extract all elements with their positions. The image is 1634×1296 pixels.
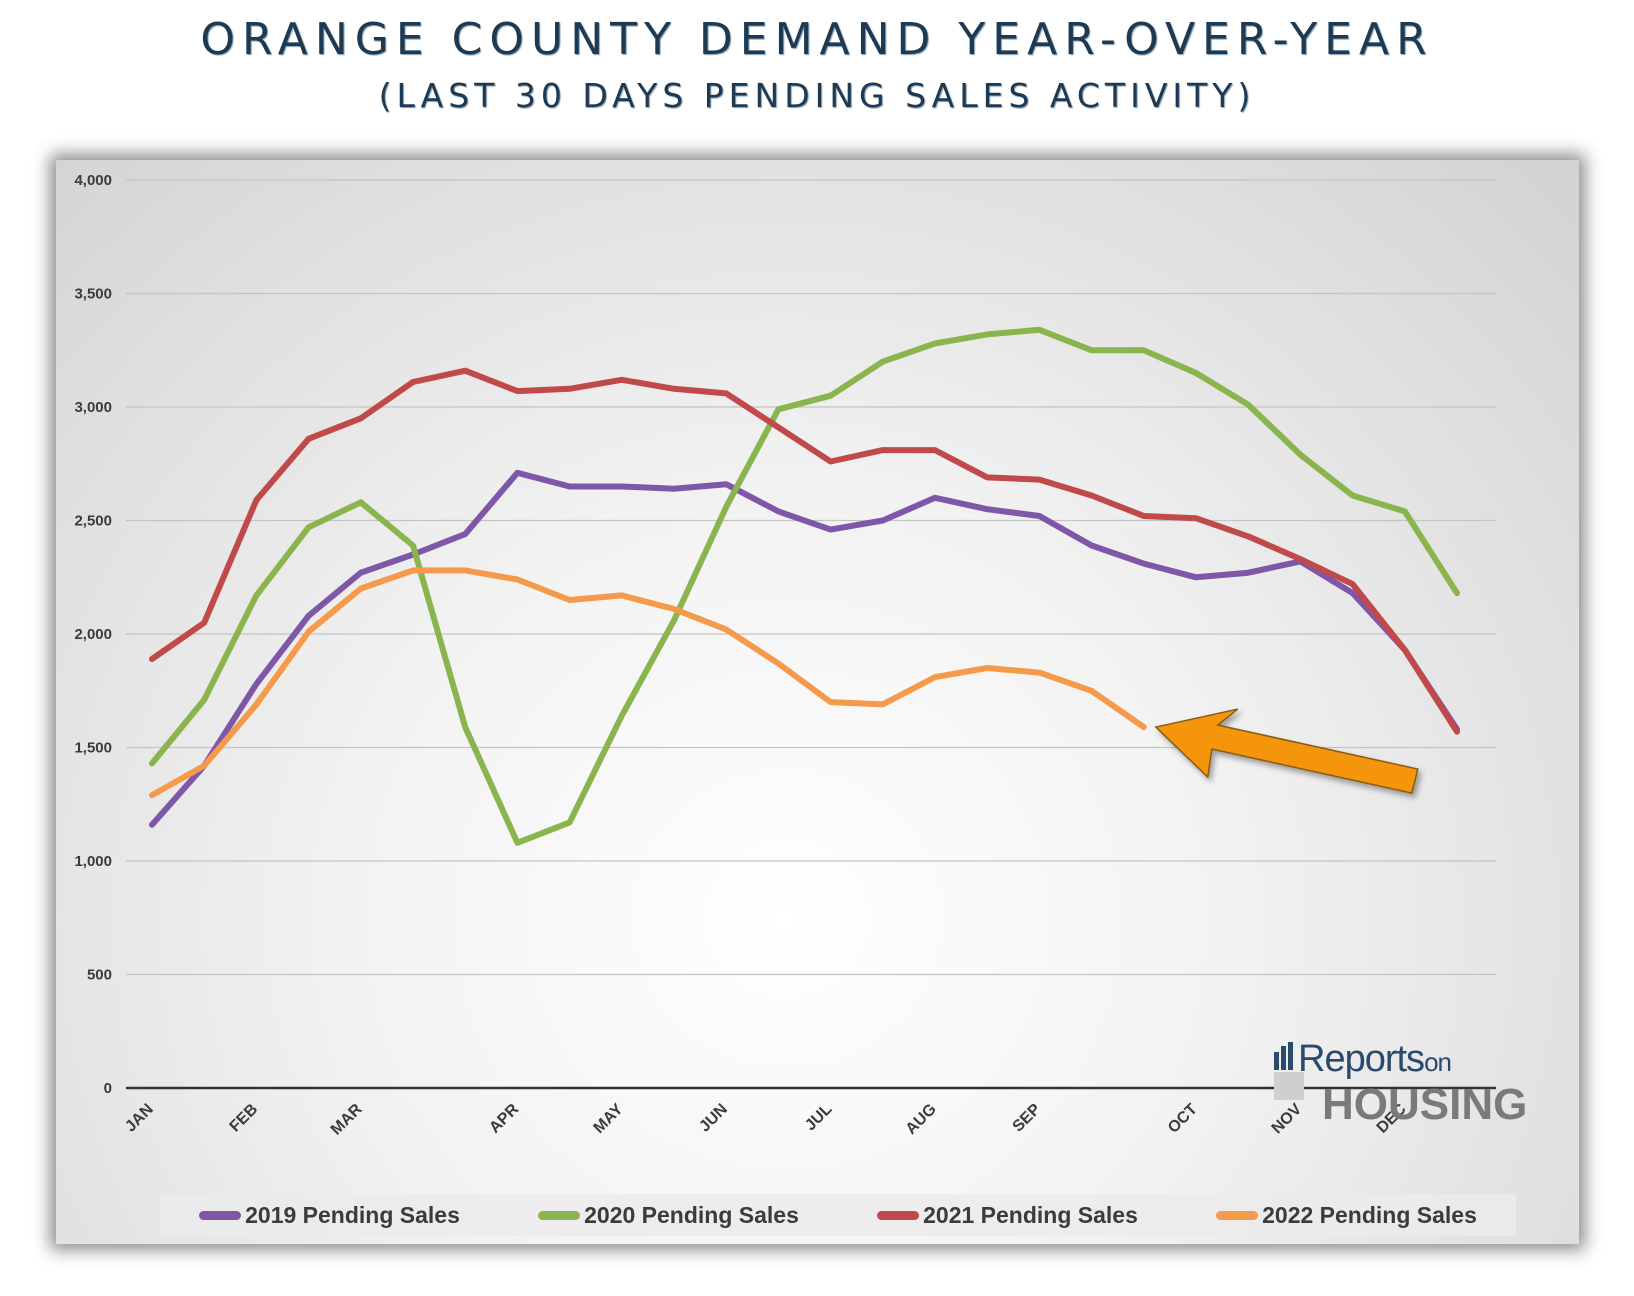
logo-on-text: on: [1424, 1047, 1452, 1077]
legend-label: 2022 Pending Sales: [1262, 1201, 1477, 1228]
y-tick-label: 0: [104, 1080, 112, 1097]
x-tick-label-apr: APR: [486, 1100, 522, 1136]
chart-title: ORANGE COUNTY DEMAND YEAR-OVER-YEAR: [200, 14, 1434, 65]
y-tick-label: 500: [87, 967, 112, 984]
series-line-2020: [149, 326, 1460, 846]
chart-legend: 2019 Pending Sales 2020 Pending Sales 2021…: [160, 1194, 1516, 1236]
legend-swatch: [199, 1210, 242, 1220]
y-tick-label: 1,000: [74, 853, 112, 870]
line-chart: 05001,0001,5002,0002,5003,0003,5004,000 …: [74, 172, 1496, 1139]
series-line-2022: [149, 567, 1147, 799]
x-tick-label-mar: MAR: [328, 1100, 366, 1138]
chart-panel: 0 500 1,000 1,500 2,000 2,500 3,000 3,500 4,000 …: [56, 160, 1579, 1244]
series-line-2021: [149, 367, 1460, 735]
legend-item: 2019 Pending Sales: [199, 1202, 460, 1229]
legend-item: 2021 Pending Sales: [877, 1202, 1138, 1229]
x-tick-label-oct: OCT: [1165, 1101, 1201, 1137]
y-tick-label: 3,000: [74, 399, 112, 416]
legend-swatch: [1216, 1210, 1259, 1220]
logo-housing-text: HOUSING: [1322, 1080, 1528, 1129]
x-tick-label-feb: FEB: [227, 1101, 262, 1136]
y-tick-label: 2,000: [74, 626, 112, 643]
y-tick-label: 3,500: [74, 286, 112, 303]
series-line-2019: [149, 469, 1460, 828]
legend-item: 2022 Pending Sales: [1216, 1202, 1477, 1229]
x-tick-label-may: MAY: [590, 1101, 626, 1137]
orange-arrow-icon: [1154, 708, 1419, 794]
legend-swatch: [538, 1210, 581, 1220]
x-tick-label-jul: JUL: [802, 1101, 836, 1135]
x-tick-label-jun: JUN: [696, 1101, 731, 1136]
legend-label: 2019 Pending Sales: [245, 1201, 460, 1228]
y-tick-label: 4,000: [74, 172, 112, 189]
y-tick-label: 2,500: [74, 513, 112, 530]
logo-reports-text: Reports: [1298, 1038, 1425, 1080]
reports-on-housing-logo: Reportson HOUSING: [1272, 1036, 1542, 1136]
logo-mark-icon: [1274, 1042, 1304, 1100]
x-tick-label-aug: AUG: [903, 1101, 940, 1138]
y-tick-label: 1,500: [74, 740, 112, 757]
legend-label: 2021 Pending Sales: [923, 1201, 1138, 1228]
legend-item: 2020 Pending Sales: [538, 1202, 799, 1229]
x-tick-label-jan: JAN: [122, 1101, 157, 1136]
legend-swatch: [877, 1210, 920, 1220]
legend-label: 2020 Pending Sales: [584, 1201, 799, 1228]
chart-subtitle: (LAST 30 DAYS PENDING SALES ACTIVITY): [378, 76, 1256, 115]
x-tick-label-sep: SEP: [1010, 1101, 1045, 1136]
